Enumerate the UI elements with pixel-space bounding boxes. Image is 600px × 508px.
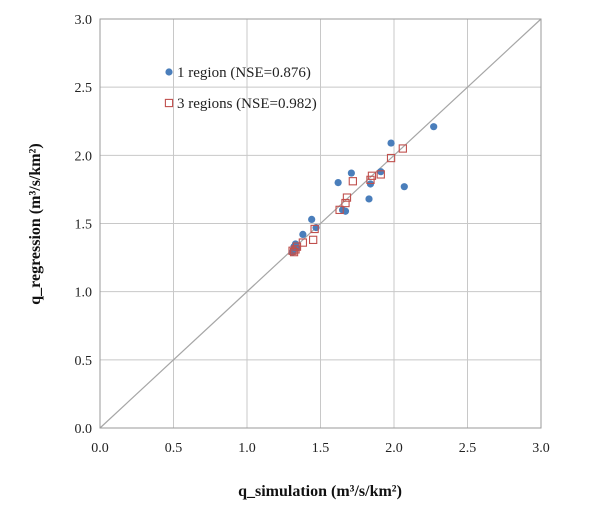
legend-marker-1-region xyxy=(165,68,173,76)
x-tick-label-4: 2.0 xyxy=(385,441,403,456)
legend: 1 region (NSE=0.876) 3 regions (NSE=0.98… xyxy=(164,65,317,112)
legend-label-3-regions: 3 regions (NSE=0.982) xyxy=(177,96,317,112)
y-tick-label-3: 1.5 xyxy=(75,218,93,233)
x-tick-label-5: 2.5 xyxy=(459,441,477,456)
point-series2-6 xyxy=(310,224,319,234)
point-series2-4 xyxy=(298,238,308,247)
y-axis-title: q_regression (m³/s/km²) xyxy=(27,143,44,304)
point-series2-12 xyxy=(367,171,377,180)
point-series1-12 xyxy=(365,195,373,203)
point-series1-8 xyxy=(334,179,342,187)
legend-circle-marker xyxy=(165,68,173,76)
legend-label-1-region: 1 region (NSE=0.876) xyxy=(177,65,311,81)
point-series1-11 xyxy=(347,169,355,177)
plot-area-border xyxy=(99,18,542,429)
y-axis-ticks: 0.0 0.5 1.0 1.5 2.0 2.5 3.0 xyxy=(75,13,93,437)
point-series1-15 xyxy=(387,139,395,147)
y-tick-label-6: 3.0 xyxy=(75,13,93,28)
point-series2-10 xyxy=(348,177,357,186)
point-series2-2 xyxy=(291,245,300,254)
legend-marker-3-regions xyxy=(164,98,174,108)
one-to-one-line xyxy=(99,18,542,429)
point-series2-15 xyxy=(398,144,407,153)
y-tick-label-5: 2.5 xyxy=(75,81,93,96)
point-series2-14 xyxy=(386,153,396,163)
y-tick-label-2: 1.0 xyxy=(75,286,93,301)
data-points xyxy=(288,123,438,257)
x-axis-ticks: 0.0 0.5 1.0 1.5 2.0 2.5 3.0 xyxy=(91,441,550,456)
point-series2-1 xyxy=(289,247,299,257)
legend-square-marker xyxy=(164,98,174,108)
point-series2-7 xyxy=(335,205,344,215)
point-series1-16 xyxy=(400,183,408,191)
point-series2-9 xyxy=(342,193,352,202)
point-series2-5 xyxy=(308,235,318,245)
point-series2-8 xyxy=(341,198,350,208)
point-series1-6 xyxy=(308,215,316,224)
point-series1-5 xyxy=(299,230,307,239)
x-axis-title: q_simulation (m³/s/km²) xyxy=(238,483,402,500)
point-series1-14 xyxy=(377,168,385,176)
point-series1-17 xyxy=(430,123,438,131)
x-tick-label-3: 1.5 xyxy=(312,441,330,456)
y-tick-label-0: 0.0 xyxy=(75,422,93,437)
point-series2-13 xyxy=(376,170,385,179)
y-tick-label-4: 2.0 xyxy=(75,149,93,164)
x-tick-label-1: 0.5 xyxy=(165,441,183,456)
x-tick-label-2: 1.0 xyxy=(238,441,256,456)
x-tick-label-0: 0.0 xyxy=(91,441,109,456)
x-tick-label-6: 3.0 xyxy=(532,441,550,456)
y-tick-label-1: 0.5 xyxy=(75,354,93,369)
